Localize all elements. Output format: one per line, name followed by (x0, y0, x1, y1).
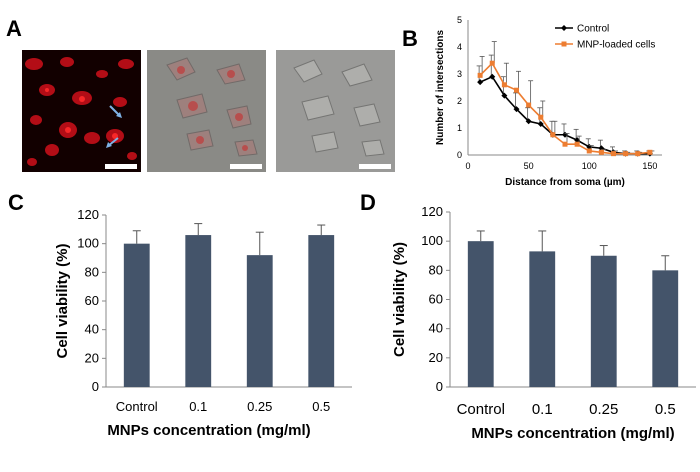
y-tick-label: 60 (85, 293, 99, 308)
data-point (489, 60, 495, 66)
bar (308, 235, 335, 387)
category-label: 0.25 (247, 399, 272, 414)
x-axis-label: Distance from soma (µm) (505, 177, 625, 188)
data-point (525, 118, 532, 125)
data-point (562, 141, 568, 147)
y-tick-label: 20 (85, 350, 99, 365)
panel-label-b: B (402, 26, 418, 51)
bar (185, 235, 212, 387)
category-label: 0.25 (589, 401, 618, 418)
bar (529, 251, 556, 387)
y-tick-label: 4 (457, 42, 462, 52)
y-axis-label: Cell viability (%) (391, 242, 408, 357)
data-point (538, 114, 544, 120)
fluorescence-image (22, 50, 141, 172)
panel-label-a: A (6, 16, 22, 41)
y-tick-label: 120 (77, 207, 99, 222)
bar (246, 255, 273, 387)
y-tick-label: 40 (85, 322, 99, 337)
y-tick-label: 100 (421, 233, 443, 248)
viability-bar-chart-d: 0 20 40 60 80 100 120 Control 0.1 0.25 0.5 MNPs con… (391, 204, 696, 442)
data-point (537, 120, 544, 127)
data-point (501, 82, 507, 88)
y-tick-label: 80 (429, 262, 443, 277)
data-point (526, 102, 532, 108)
bar (123, 243, 150, 387)
merged-image (147, 50, 266, 172)
y-tick-label: 0 (457, 150, 462, 160)
category-label: 0.5 (655, 401, 676, 418)
y-tick-label: 0 (92, 379, 99, 394)
x-tick-label: 100 (582, 161, 597, 171)
bar (467, 241, 494, 387)
y-tick-label: 3 (457, 69, 462, 79)
y-tick-label: 20 (429, 350, 443, 365)
scale-bar (230, 164, 262, 169)
data-point (647, 149, 653, 155)
y-tick-label: 2 (457, 96, 462, 106)
y-axis-label: Number of intersections (435, 30, 446, 145)
y-axis-label: Cell viability (%) (54, 243, 71, 358)
data-point (635, 151, 641, 157)
data-point (501, 92, 508, 99)
panel-label-d: D (360, 190, 376, 215)
series-mnp-loaded (477, 41, 655, 157)
y-tick-label: 100 (77, 236, 99, 251)
data-point (477, 79, 484, 86)
data-point (513, 106, 520, 113)
legend-marker (561, 25, 567, 31)
scale-bar (105, 164, 137, 169)
y-tick-label: 0 (436, 379, 443, 394)
data-point (623, 151, 629, 157)
x-tick-label: 150 (642, 161, 657, 171)
x-axis-label: MNPs concentration (mg/ml) (471, 425, 674, 442)
category-label: Control (116, 399, 158, 414)
data-point (477, 72, 483, 78)
x-axis-label: MNPs concentration (mg/ml) (107, 422, 310, 439)
bar (590, 255, 617, 387)
scale-bar (359, 164, 391, 169)
category-label: Control (457, 401, 505, 418)
y-tick-label: 60 (429, 292, 443, 307)
data-point (598, 149, 604, 155)
data-point (586, 148, 592, 154)
y-tick-label: 40 (429, 321, 443, 336)
data-point (574, 141, 580, 147)
category-label: 0.5 (312, 399, 330, 414)
legend-label: Control (577, 24, 609, 35)
bar (652, 270, 679, 387)
legend-marker (561, 41, 567, 47)
data-point (574, 137, 581, 144)
x-tick-label: 50 (524, 161, 534, 171)
data-point (514, 87, 519, 93)
category-label: 0.1 (532, 401, 553, 418)
data-point (611, 151, 616, 157)
legend-label: MNP-loaded cells (577, 40, 655, 51)
y-tick-label: 120 (421, 204, 443, 219)
category-label: 0.1 (189, 399, 207, 414)
y-tick-label: 80 (85, 264, 99, 279)
data-point (550, 132, 556, 138)
y-tick-label: 1 (457, 123, 462, 133)
panel-label-c: C (8, 190, 24, 215)
series-control (476, 54, 653, 157)
x-tick-label: 0 (465, 161, 470, 171)
y-tick-label: 5 (457, 15, 462, 25)
brightfield-image (276, 50, 395, 172)
data-point (489, 73, 496, 80)
